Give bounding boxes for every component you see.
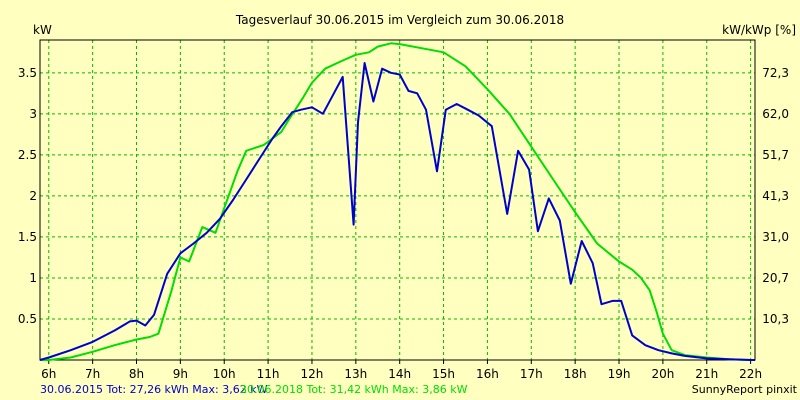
x-tick-label: 12h (301, 367, 324, 381)
x-tick-label: 22h (739, 367, 762, 381)
y-axis-label-right: kW/kWp [%] (722, 23, 796, 37)
y-tick-label-right: 41,3 (762, 189, 789, 203)
series-line-2018 (40, 42, 755, 361)
y-tick-label-left: 1 (29, 271, 37, 285)
x-tick-label: 10h (213, 367, 236, 381)
y-tick-label-left: 2.5 (18, 148, 37, 162)
y-tick-labels-left: 0.5 1 1.5 2 2.5 3 3.5 (18, 66, 37, 326)
axes (39, 39, 756, 364)
x-tick-label: 7h (85, 367, 100, 381)
y-tick-label-left: 1.5 (18, 230, 37, 244)
footer-credit: SunnyReport pinxit (692, 383, 798, 396)
y-tick-label-right: 31,0 (762, 230, 789, 244)
x-tick-labels: 6h 7h 8h 9h 10h 11h 12h 13h 14h 15h 16h 17h 18h 19h 20… (41, 367, 762, 381)
x-tick-label: 20h (651, 367, 674, 381)
x-tick-label: 11h (257, 367, 280, 381)
y-tick-label-left: 0.5 (18, 312, 37, 326)
plot-frame (39, 39, 756, 361)
y-tick-label-left: 2 (29, 189, 37, 203)
series-lines (39, 42, 755, 361)
y-tick-label-right: 10,3 (762, 312, 789, 326)
y-tick-label-right: 72,3 (762, 66, 789, 80)
y-tick-label-right: 51,7 (762, 148, 789, 162)
x-tick-label: 15h (432, 367, 455, 381)
y-tick-label-right: 20,7 (762, 271, 789, 285)
y-tick-label-left: 3 (29, 107, 37, 121)
y-axis-label-left: kW (33, 23, 52, 37)
x-tick-label: 16h (476, 367, 499, 381)
series-line-2015 (39, 62, 755, 361)
x-tick-label: 17h (520, 367, 543, 381)
x-tick-label: 18h (564, 367, 587, 381)
x-tick-label: 21h (695, 367, 718, 381)
chart-title: Tagesverlauf 30.06.2015 im Vergleich zum… (235, 13, 564, 27)
x-tick-label: 19h (608, 367, 631, 381)
y-tick-labels-right: 10,3 20,7 31,0 41,3 51,7 62,0 72,3 (762, 66, 789, 326)
x-tick-label: 6h (41, 367, 56, 381)
y-tick-label-left: 3.5 (18, 66, 37, 80)
grid (40, 40, 755, 360)
x-tick-label: 8h (129, 367, 144, 381)
x-tick-label: 9h (173, 367, 188, 381)
legend-series-2018: 30.06.2018 Tot: 31,42 kWh Max: 3,86 kW (240, 383, 468, 396)
y-tick-label-right: 62,0 (762, 107, 789, 121)
x-tick-label: 13h (344, 367, 367, 381)
x-tick-label: 14h (388, 367, 411, 381)
legend-series-2015: 30.06.2015 Tot: 27,26 kWh Max: 3,62 kW (40, 383, 268, 396)
